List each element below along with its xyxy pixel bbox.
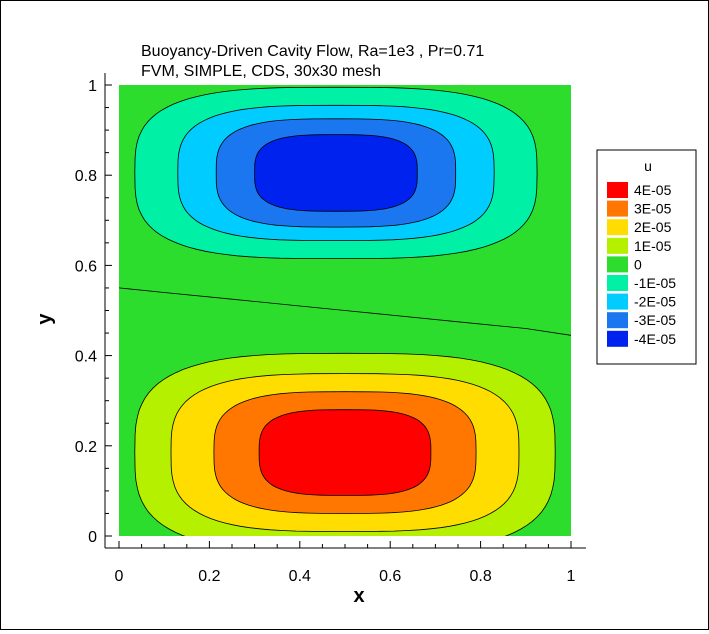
y-tick-label: 1 (88, 78, 97, 95)
y-tick-label: 0.4 (75, 349, 97, 366)
legend: u 4E-05 3E-05 2E-05 1E-05 0 -1E-05 -2E-05 -3E-0… (596, 149, 697, 365)
legend-swatch (607, 330, 628, 347)
y-tick-label: 0.2 (75, 439, 97, 456)
legend-swatch (607, 237, 628, 254)
legend-label: -4E-05 (634, 331, 676, 347)
x-tick-label: 0.4 (289, 568, 311, 585)
y-tick-label: 0 (88, 529, 97, 546)
legend-swatch (607, 200, 628, 217)
legend-label: 1E-05 (634, 238, 672, 254)
chart-title-line-1: Buoyancy-Driven Cavity Flow, Ra=1e3 , Pr… (141, 43, 484, 60)
legend-label: 2E-05 (634, 219, 672, 235)
legend-swatch (607, 182, 628, 198)
y-axis-title: y (34, 313, 56, 325)
y-tick-label: 0.8 (75, 168, 97, 185)
x-tick-label: 0.8 (469, 568, 491, 585)
legend-swatch (607, 293, 628, 310)
x-tick-label: 0.2 (198, 568, 220, 585)
chart-title-line-2: FVM, SIMPLE, CDS, 30x30 mesh (141, 63, 381, 80)
plot-area (119, 85, 571, 536)
legend-label: 3E-05 (634, 201, 672, 217)
y-tick-label: 0.6 (75, 258, 97, 275)
legend-label: 0 (634, 256, 642, 272)
axes: 0 0.2 0.4 0.6 0.8 1 0 0.2 0.4 0.6 0.8 1 (75, 73, 586, 585)
legend-label: -1E-05 (634, 275, 676, 291)
legend-swatch (607, 256, 628, 273)
legend-swatch (607, 219, 628, 236)
x-tick-label: 1 (567, 568, 576, 585)
legend-label: -3E-05 (634, 312, 676, 328)
x-tick-label: 0.6 (379, 568, 401, 585)
contour-positive-level-4 (258, 409, 432, 496)
legend-swatch (607, 275, 628, 291)
x-tick-label: 0 (115, 568, 124, 585)
legend-title: u (644, 158, 652, 174)
legend-swatch (607, 312, 628, 329)
legend-label: -2E-05 (634, 294, 676, 310)
x-axis-title: x (353, 585, 364, 607)
legend-label: 4E-05 (634, 182, 672, 198)
contour-negative-level-4 (254, 134, 418, 212)
contour-zero-line (119, 287, 571, 336)
